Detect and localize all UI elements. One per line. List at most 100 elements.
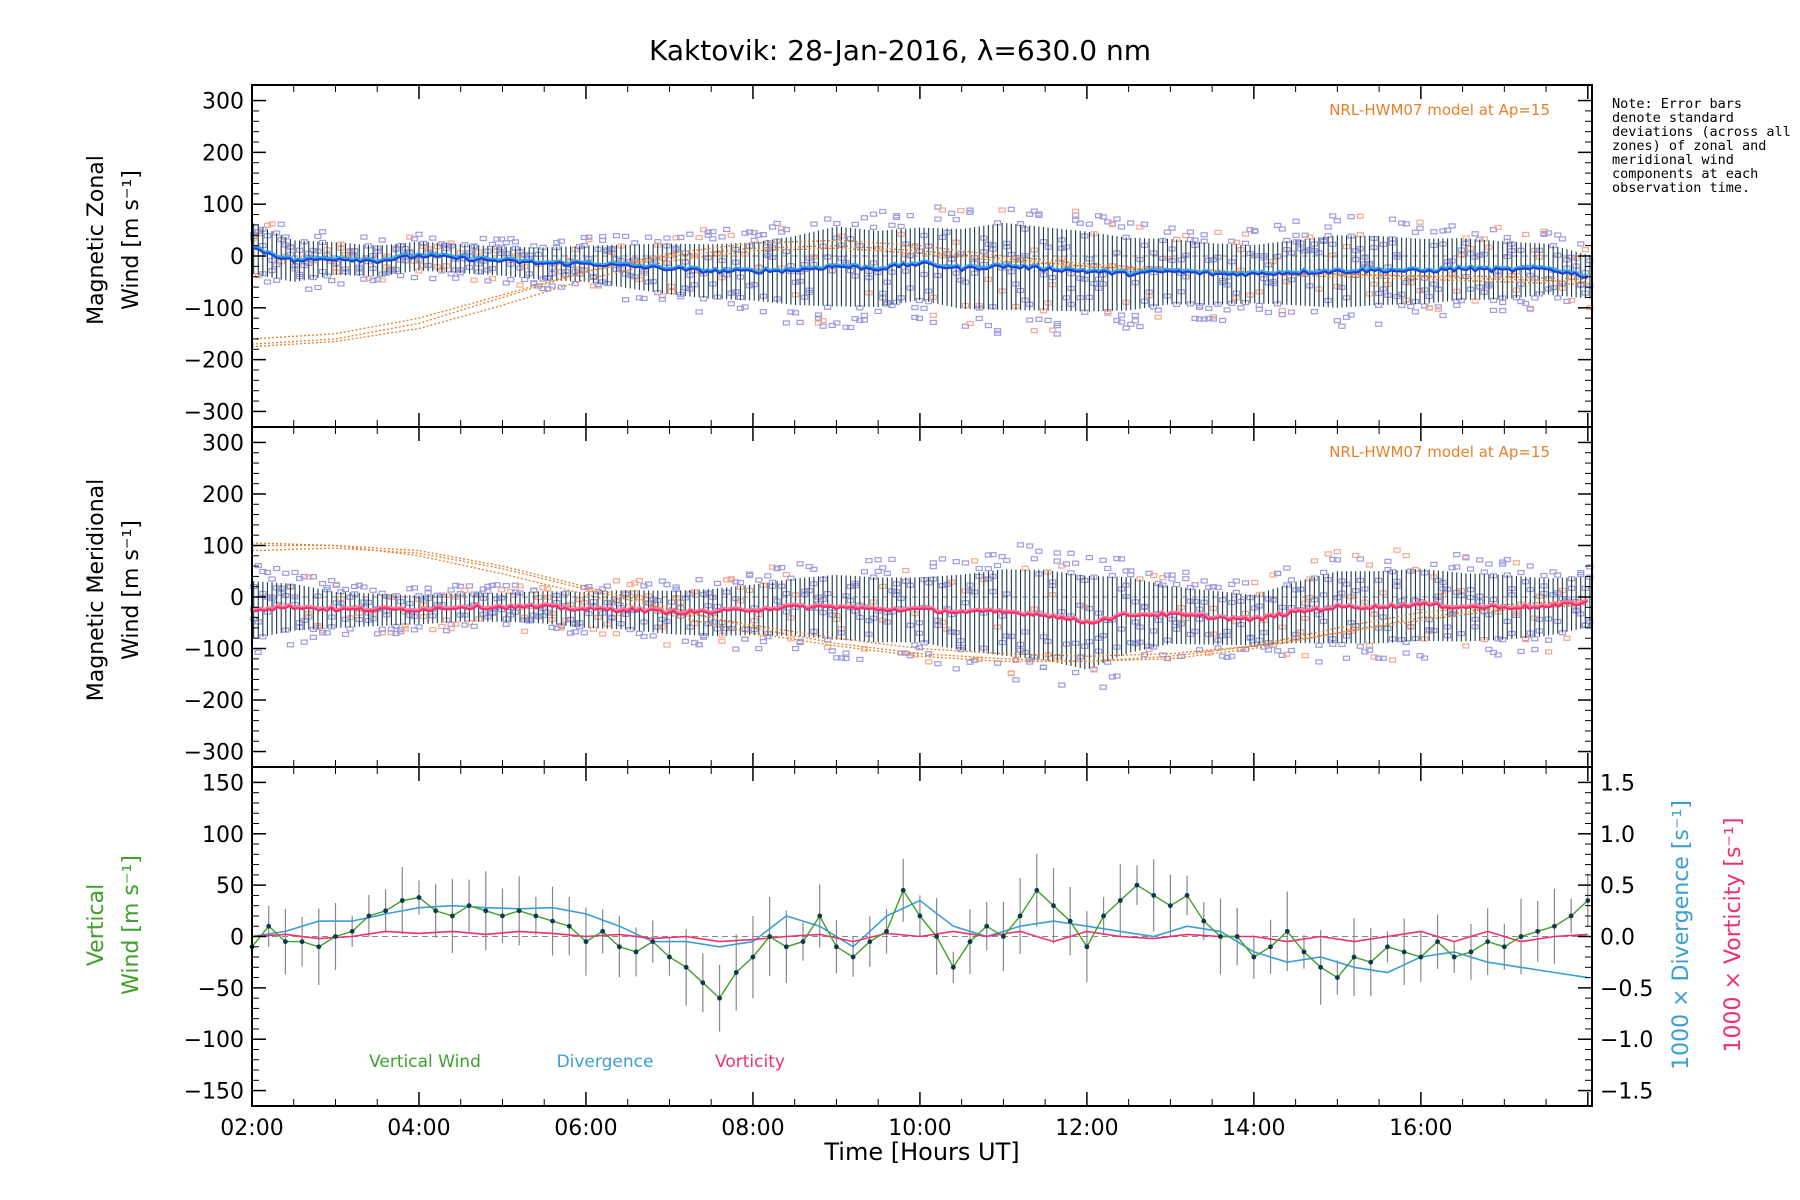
scatter-point: [511, 582, 520, 588]
scatter-point: [1398, 220, 1406, 226]
scatter-point: [1007, 670, 1015, 677]
scatter-point: [791, 645, 800, 652]
scatter-point: [580, 630, 588, 636]
scatter-point: [1485, 646, 1493, 652]
scatter-point: [1099, 684, 1107, 690]
vertical-wind-point: [867, 939, 873, 945]
scatter-point: [1200, 232, 1208, 238]
vertical-wind-point: [1351, 954, 1357, 960]
scatter-point: [860, 312, 868, 319]
scatter-point: [374, 631, 382, 637]
scatter-point: [975, 315, 983, 322]
scatter-point: [906, 213, 914, 219]
y2-tick-label: −1.0: [1600, 1028, 1653, 1053]
scatter-point: [713, 580, 722, 586]
scatter-point: [938, 556, 947, 562]
zonal-mean-line: [251, 247, 1588, 279]
vertical-wind-point: [316, 944, 322, 950]
vertical-wind-point: [1167, 903, 1173, 909]
scatter-point: [470, 623, 478, 629]
scatter-point: [1117, 319, 1126, 325]
scatter-point: [589, 283, 598, 289]
scatter-point: [635, 630, 643, 637]
scatter-point: [1499, 299, 1507, 306]
vertical-wind-point: [1401, 949, 1407, 955]
scatter-point: [672, 235, 680, 241]
scatter-point: [1113, 555, 1121, 562]
scatter-point: [1122, 568, 1130, 574]
scatter-point: [1035, 316, 1043, 322]
scatter-point: [374, 276, 382, 283]
scatter-point: [635, 577, 643, 584]
scatter-point: [984, 566, 992, 572]
scatter-point: [658, 296, 666, 302]
model-curve: [251, 244, 1588, 340]
scatter-point: [819, 323, 827, 329]
model-curve: [251, 547, 1588, 657]
scatter-point: [323, 630, 331, 636]
x-tick-label: 10:00: [888, 1116, 951, 1141]
scatter-point: [1338, 323, 1346, 329]
scatter-point: [328, 577, 336, 584]
scatter-point: [934, 661, 942, 667]
scatter-point: [773, 220, 781, 227]
vertical-wind-point: [1318, 964, 1324, 970]
scatter-point: [1072, 217, 1080, 223]
scatter-point: [782, 571, 790, 578]
scatter-point: [1035, 212, 1043, 218]
vertical-wind-point: [650, 939, 656, 945]
scatter-point: [1563, 298, 1571, 304]
vertical-wind-point: [1301, 949, 1307, 955]
scatter-point: [681, 638, 689, 644]
scatter-point: [695, 642, 703, 648]
scatter-point: [571, 629, 579, 635]
scatter-point: [1053, 323, 1061, 329]
scatter-point: [1182, 232, 1190, 239]
scatter-point: [1425, 305, 1433, 311]
scatter-point: [1554, 232, 1562, 238]
scatter-point: [1035, 548, 1043, 554]
scatter-point: [929, 312, 937, 318]
vertical-ylabel-line1: Vertical: [84, 884, 109, 966]
scatter-point: [1540, 572, 1548, 579]
scatter-point: [1388, 216, 1397, 222]
scatter-point: [892, 214, 901, 220]
scatter-point: [1117, 312, 1126, 318]
scatter-point: [1531, 636, 1539, 642]
scatter-point: [938, 207, 947, 213]
scatter-point: [1241, 240, 1250, 246]
scatter-point: [1315, 659, 1323, 665]
scatter-point: [410, 627, 418, 633]
y-tick-label: 200: [202, 141, 244, 166]
scatter-point: [970, 558, 979, 564]
scatter-point: [1402, 553, 1410, 559]
scatter-point: [520, 276, 529, 283]
meridional-mean-light-line: [252, 598, 1589, 624]
scatter-point: [360, 234, 368, 240]
y-tick-label: −300: [184, 400, 244, 425]
scatter-point: [341, 631, 350, 638]
scatter-point: [1375, 321, 1383, 327]
scatter-point: [318, 630, 327, 636]
scatter-point: [663, 642, 671, 648]
scatter-point: [539, 585, 547, 591]
vertical-wind-point: [449, 913, 455, 919]
scatter-point: [520, 628, 529, 634]
vertical-error-bars: [251, 853, 1589, 1032]
scatter-point: [1136, 224, 1144, 230]
vertical-wind-point: [1184, 893, 1190, 898]
scatter-point: [745, 571, 754, 577]
scatter-point: [1218, 317, 1227, 324]
vertical-wind-point: [950, 964, 956, 970]
scatter-point: [1365, 562, 1374, 568]
scatter-point: [1430, 561, 1438, 567]
scatter-point: [911, 304, 919, 311]
scatter-point: [1517, 648, 1525, 655]
vertical-wind-point: [1334, 975, 1340, 980]
vertical-wind-point: [1051, 903, 1056, 909]
scatter-point: [1131, 312, 1139, 319]
scatter-point: [658, 293, 666, 299]
scatter-point: [1292, 218, 1300, 224]
vertical-wind-point: [1201, 918, 1207, 924]
scatter-point: [502, 280, 510, 286]
